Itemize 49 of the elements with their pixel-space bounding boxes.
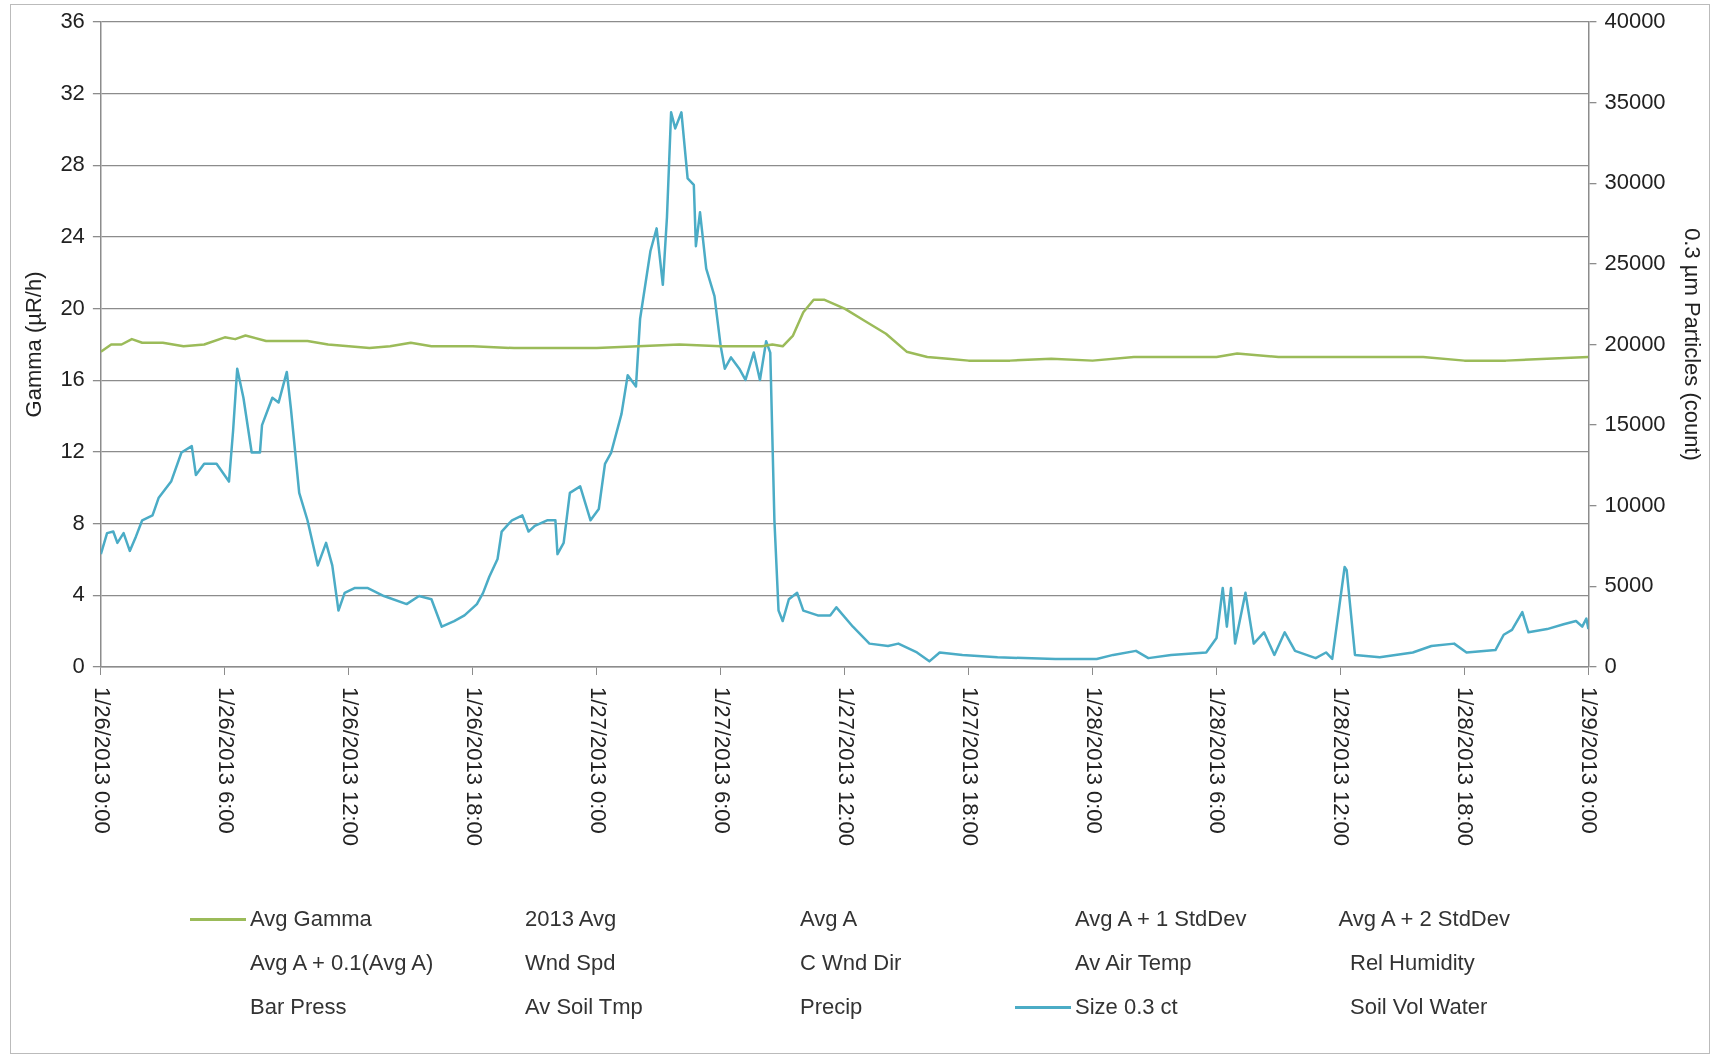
- text: Av Soil Tmp: [525, 994, 643, 1020]
- x-tick-label: 1/26/2013 12:00: [337, 687, 363, 847]
- y-axis-title: Gamma (µR/h): [21, 271, 47, 418]
- x-tick-label: 1/29/2013 0:00: [1577, 687, 1603, 834]
- y2-axis-title: 0.3 µm Particles (count): [1679, 228, 1705, 461]
- y-tick-label: 0: [72, 653, 85, 679]
- text: C Wnd Dir: [800, 950, 902, 976]
- x-tick-label: 1/28/2013 6:00: [1205, 687, 1231, 834]
- y2-tick-label: 40000: [1604, 8, 1666, 34]
- x-tick-label: 1/28/2013 0:00: [1081, 687, 1107, 834]
- y-tick-label: 20: [60, 294, 85, 320]
- x-tick-label: 1/28/2013 18:00: [1453, 687, 1479, 847]
- text: Avg A + 0.1(Avg A): [250, 950, 434, 976]
- text: Bar Press: [250, 994, 347, 1020]
- y2-tick-label: 20000: [1604, 330, 1666, 356]
- x-tick-label: 1/26/2013 0:00: [89, 687, 115, 834]
- text: Rel Humidity: [1350, 950, 1475, 976]
- y-tick-label: 36: [60, 8, 85, 34]
- y2-tick-label: 0: [1604, 653, 1617, 679]
- text: Precip: [800, 994, 863, 1020]
- x-tick-label: 1/26/2013 18:00: [461, 687, 487, 847]
- text: Av Air Temp: [1075, 950, 1192, 976]
- x-tick-label: 1/27/2013 12:00: [833, 687, 859, 847]
- y-tick-label: 32: [60, 79, 85, 105]
- y-tick-label: 8: [72, 509, 85, 535]
- y2-tick-label: 5000: [1604, 572, 1654, 598]
- legend-label: Avg Gamma: [250, 906, 372, 932]
- y-tick-label: 12: [60, 438, 85, 464]
- text: Avg A + 2 StdDev: [1338, 906, 1510, 932]
- y-tick-label: 28: [60, 151, 85, 177]
- text: Avg A: [800, 906, 858, 932]
- text: Avg A + 1 StdDev: [1075, 906, 1247, 932]
- x-tick-label: 1/27/2013 0:00: [585, 687, 611, 834]
- y-tick-label: 24: [60, 223, 85, 249]
- x-tick-label: 1/27/2013 6:00: [709, 687, 735, 834]
- y-tick-label: 4: [72, 581, 85, 607]
- text: 2013 Avg: [525, 906, 617, 932]
- x-tick-label: 1/26/2013 6:00: [213, 687, 239, 834]
- legend-label: Size 0.3 ct: [1075, 994, 1178, 1020]
- y2-tick-label: 10000: [1604, 491, 1666, 517]
- y2-tick-label: 15000: [1604, 411, 1666, 437]
- y2-tick-label: 30000: [1604, 169, 1666, 195]
- text: Soil Vol Water: [1350, 994, 1488, 1020]
- x-tick-label: 1/28/2013 12:00: [1329, 687, 1355, 847]
- y2-tick-label: 35000: [1604, 88, 1666, 114]
- text: Wnd Spd: [525, 950, 616, 976]
- y-tick-label: 16: [60, 366, 85, 392]
- x-tick-label: 1/27/2013 18:00: [957, 687, 983, 847]
- y2-tick-label: 25000: [1604, 249, 1666, 275]
